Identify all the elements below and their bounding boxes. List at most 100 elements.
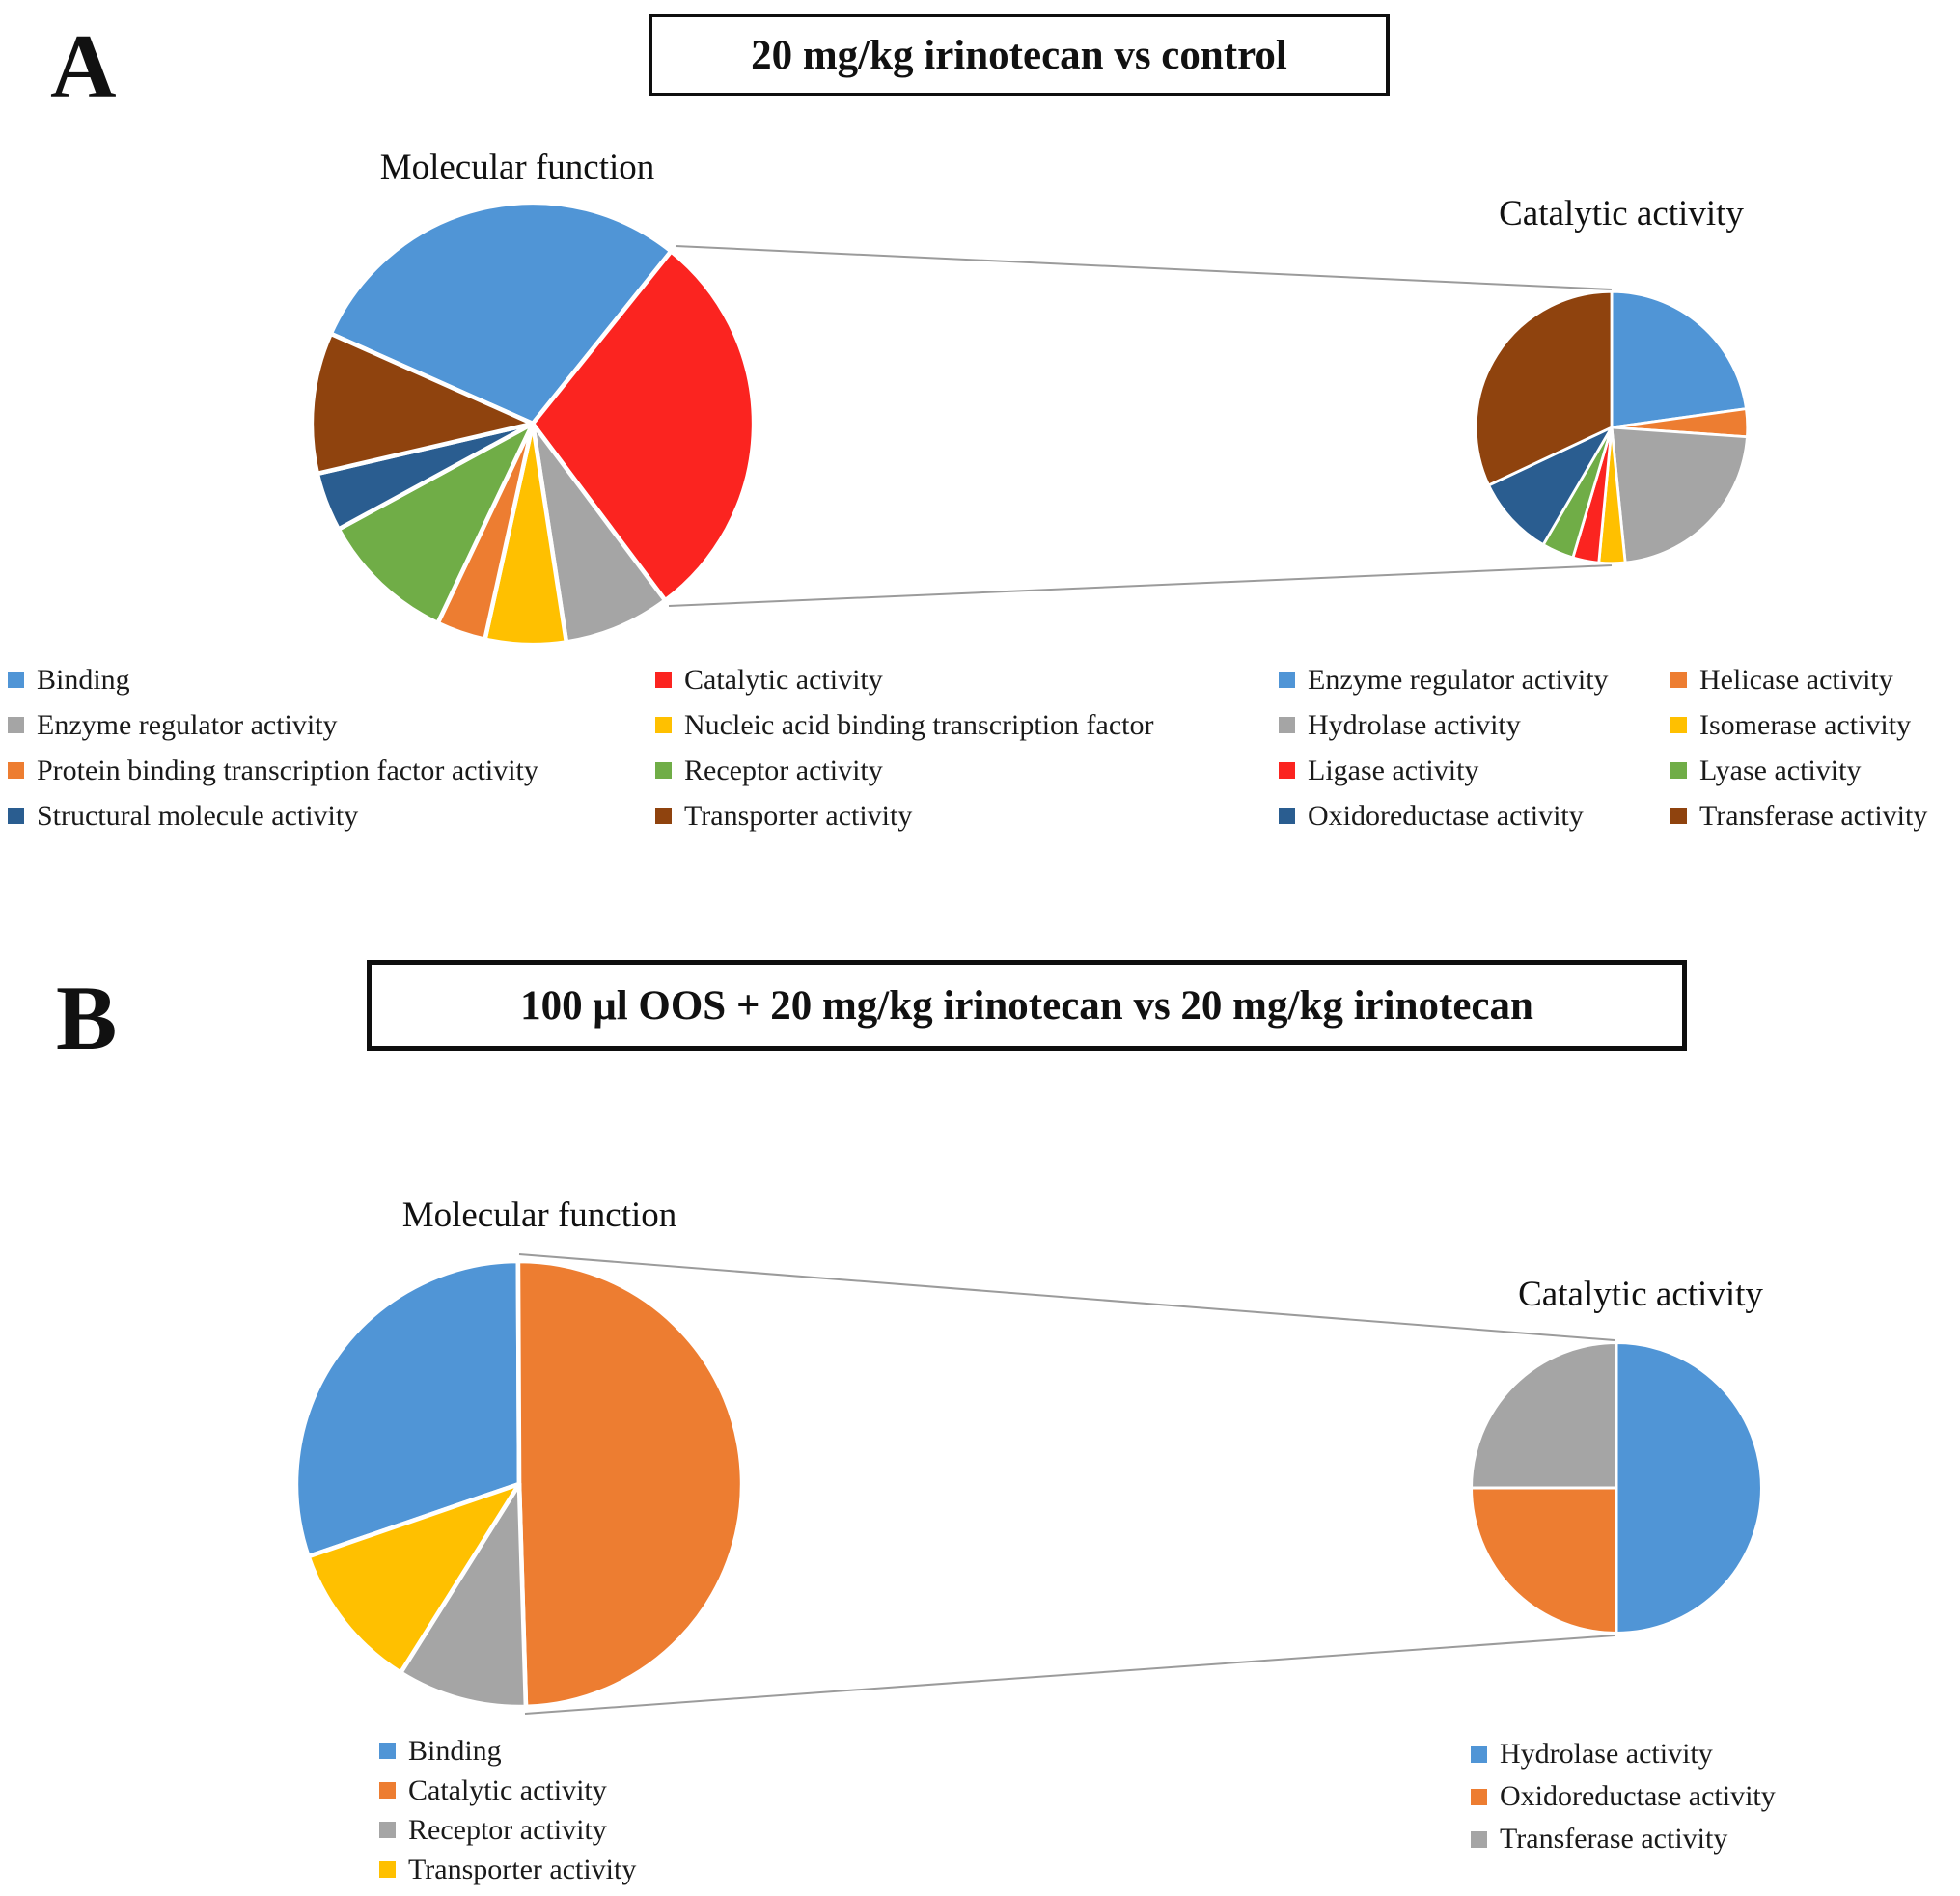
legend-label: Hydrolase activity xyxy=(1500,1738,1713,1770)
legend-a-column-4: Helicase activity Isomerase activity Lyase… xyxy=(1670,657,1927,838)
panel-a-title-box: 20 mg/kg irinotecan vs control xyxy=(649,14,1390,96)
legend-label: Binding xyxy=(408,1734,502,1767)
pie-b-catalytic-activity xyxy=(1467,1338,1766,1637)
panel-b-title-box: 100 μl OOS + 20 mg/kg irinotecan vs 20 m… xyxy=(367,960,1687,1051)
legend-swatch-icon xyxy=(1279,717,1295,733)
pie-slice-a_main-catalytic-activity xyxy=(530,249,757,603)
legend-label: Transferase activity xyxy=(1500,1823,1728,1855)
legend-swatch-icon xyxy=(8,672,24,688)
legend-swatch-icon xyxy=(655,762,672,779)
legend-swatch-icon xyxy=(655,808,672,824)
legend-swatch-icon xyxy=(1279,672,1295,688)
legend-item: Enzyme regulator activity xyxy=(8,702,538,748)
legend-a-column-3: Enzyme regulator activity Hydrolase activ… xyxy=(1279,657,1609,838)
legend-swatch-icon xyxy=(1670,717,1687,733)
legend-item: Hydrolase activity xyxy=(1279,702,1609,748)
legend-swatch-icon xyxy=(8,717,24,733)
legend-swatch-icon xyxy=(1670,762,1687,779)
pie-slice-a_sub-oxidoreductase-activity xyxy=(1487,426,1614,547)
legend-item: Catalytic activity xyxy=(379,1771,636,1810)
pie-title-b-main: Molecular function xyxy=(401,1195,677,1235)
legend-label: Receptor activity xyxy=(408,1813,607,1846)
panel-a-title: 20 mg/kg irinotecan vs control xyxy=(751,32,1287,78)
legend-label: Transporter activity xyxy=(408,1853,637,1885)
legend-swatch-icon xyxy=(1670,672,1687,688)
pie-title-a-sub: Catalytic activity xyxy=(1499,194,1744,234)
legend-label: Nucleic acid binding transcription facto… xyxy=(684,708,1154,741)
connector-line-a-bottom xyxy=(668,564,1613,607)
legend-label: Helicase activity xyxy=(1699,663,1893,696)
pie-svg-a_main xyxy=(309,200,757,647)
connector-line-b-top xyxy=(518,1253,1615,1341)
legend-item: Transferase activity xyxy=(1471,1818,1776,1860)
legend-swatch-icon xyxy=(1279,808,1295,824)
legend-label: Structural molecule activity xyxy=(37,799,359,832)
legend-item: Binding xyxy=(379,1731,636,1771)
legend-item: Hydrolase activity xyxy=(1471,1733,1776,1775)
pie-slice-b_sub-hydrolase-activity xyxy=(1615,1341,1763,1635)
legend-label: Catalytic activity xyxy=(684,663,883,696)
legend-label: Transporter activity xyxy=(684,799,913,832)
pie-slice-a_main-receptor-activity xyxy=(336,421,536,626)
legend-item: Binding xyxy=(8,657,538,702)
legend-item: Oxidoreductase activity xyxy=(1471,1775,1776,1818)
legend-a-column-2: Catalytic activity Nucleic acid binding t… xyxy=(655,657,1154,838)
pie-slice-b_main-receptor-activity xyxy=(398,1481,529,1710)
panel-b-label: B xyxy=(56,967,118,1069)
legend-label: Lyase activity xyxy=(1699,754,1862,786)
pie-svg-b_main xyxy=(293,1258,745,1710)
pie-slice-a_main-binding xyxy=(328,200,674,426)
pie-svg-b_sub xyxy=(1470,1341,1763,1635)
legend-swatch-icon xyxy=(8,762,24,779)
pie-slice-a_sub-transferase-activity xyxy=(1474,289,1614,487)
pie-slice-b_sub-transferase-activity xyxy=(1470,1341,1618,1490)
legend-label: Catalytic activity xyxy=(408,1773,607,1806)
pie-slice-a_sub-hydrolase-activity xyxy=(1610,426,1749,564)
pie-b-molecular-function xyxy=(290,1254,749,1714)
legend-b-right: Hydrolase activity Oxidoreductase activit… xyxy=(1471,1733,1776,1860)
legend-label: Receptor activity xyxy=(684,754,883,786)
legend-label: Hydrolase activity xyxy=(1308,708,1521,741)
legend-item: Protein binding transcription factor act… xyxy=(8,748,538,793)
legend-item: Transferase activity xyxy=(1670,793,1927,838)
legend-item: Oxidoreductase activity xyxy=(1279,793,1609,838)
pie-a-molecular-function xyxy=(305,196,760,651)
pie-title-a-main: Molecular function xyxy=(379,148,655,187)
pie-slice-b_sub-oxidoreductase-activity xyxy=(1470,1486,1618,1635)
legend-swatch-icon xyxy=(655,717,672,733)
pie-slice-a_sub-enzyme-regulator-activity xyxy=(1610,289,1748,429)
pie-a-catalytic-activity xyxy=(1472,288,1752,567)
legend-swatch-icon xyxy=(1670,808,1687,824)
connector-line-b-bottom xyxy=(524,1635,1615,1715)
legend-b-left: Binding Catalytic activity Receptor activi… xyxy=(379,1731,636,1889)
legend-item: Nucleic acid binding transcription facto… xyxy=(655,702,1154,748)
legend-label: Isomerase activity xyxy=(1699,708,1912,741)
legend-swatch-icon xyxy=(379,1822,396,1838)
pie-slice-a_main-transporter-activity xyxy=(309,331,536,477)
legend-label: Transferase activity xyxy=(1699,799,1928,832)
legend-item: Transporter activity xyxy=(379,1850,636,1889)
legend-item: Receptor activity xyxy=(379,1810,636,1850)
pie-slice-b_main-catalytic-activity xyxy=(515,1258,745,1710)
panel-a-label: A xyxy=(50,15,117,118)
legend-swatch-icon xyxy=(379,1743,396,1759)
legend-swatch-icon xyxy=(8,808,24,824)
legend-swatch-icon xyxy=(1471,1745,1487,1763)
legend-item: Transporter activity xyxy=(655,793,1154,838)
legend-item: Ligase activity xyxy=(1279,748,1609,793)
legend-swatch-icon xyxy=(1471,1830,1487,1848)
legend-label: Enzyme regulator activity xyxy=(37,708,338,741)
legend-a-column-1: Binding Enzyme regulator activity Protein … xyxy=(8,657,538,838)
legend-label: Enzyme regulator activity xyxy=(1308,663,1609,696)
legend-item: Receptor activity xyxy=(655,748,1154,793)
pie-slice-b_main-transporter-activity xyxy=(306,1481,522,1676)
legend-label: Oxidoreductase activity xyxy=(1308,799,1584,832)
legend-swatch-icon xyxy=(379,1861,396,1878)
legend-label: Protein binding transcription factor act… xyxy=(37,754,538,786)
connector-line-a-top xyxy=(675,245,1613,290)
legend-item: Catalytic activity xyxy=(655,657,1154,702)
legend-item: Lyase activity xyxy=(1670,748,1927,793)
legend-swatch-icon xyxy=(655,672,672,688)
